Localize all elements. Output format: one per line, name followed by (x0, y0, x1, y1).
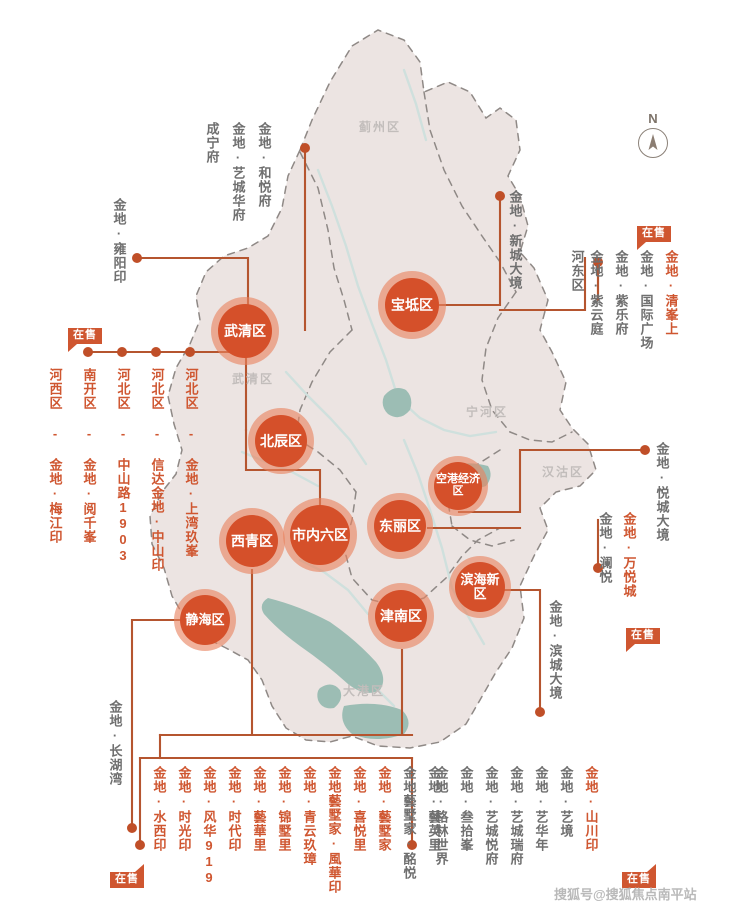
label-gelinshijie[interactable]: 金地·格林世界 (433, 766, 449, 866)
connector-dots (83, 143, 650, 850)
district-bubble-xiqing[interactable]: 西青区 (226, 515, 278, 567)
label-binchengdajing[interactable]: 金地·滨城大境 (547, 600, 563, 700)
label-fenghua919[interactable]: 金地·风华919 (201, 766, 217, 886)
basemap-name-jizhou: 蓟州区 (359, 120, 402, 134)
label-heyuefu[interactable]: 金地·和悦府 (256, 122, 272, 208)
label-hebei-xindajindi[interactable]: 河北区 - 信达金地·中山印 (149, 368, 165, 572)
label-yihuali[interactable]: 金地·藝華里 (251, 766, 267, 852)
district-bubble-jinnan[interactable]: 津南区 (375, 590, 427, 642)
label-hebei-shangwanjiufeng[interactable]: 河北区 - 金地·上湾玖峯 (183, 368, 199, 558)
label-yichengyuefu[interactable]: 金地·艺城悦府 (483, 766, 499, 866)
label-shidaiyin[interactable]: 金地·时代印 (226, 766, 242, 852)
basemap-name-wuqing: 武清区 (232, 372, 275, 386)
label-qingyunjiuzhang[interactable]: 金地·青云玖璋 (301, 766, 317, 866)
basemap-name-ninghe: 宁河区 (466, 405, 509, 419)
label-yishujia-fenghuayin[interactable]: 金地藝墅家·風華印 (326, 766, 342, 894)
label-yichenghuafu[interactable]: 金地·艺城华府 (230, 122, 246, 222)
label-wanyuecheng[interactable]: 金地·万悦城 (621, 512, 637, 598)
label-yihuanian[interactable]: 金地·艺华年 (533, 766, 549, 852)
label-xiyueli[interactable]: 金地·喜悦里 (351, 766, 367, 852)
label-nankai-yueqianfeng[interactable]: 南开区 - 金地·阅千峯 (81, 368, 97, 544)
label-zilefu[interactable]: 金地·紫乐府 (613, 250, 629, 336)
label-shanchuanyin[interactable]: 金地·山川印 (583, 766, 599, 852)
label-jinshuli[interactable]: 金地·锦墅里 (276, 766, 292, 852)
on-sale-tag-wanyue: 在售 (626, 628, 660, 652)
rivers (240, 68, 498, 708)
label-qingfengshang[interactable]: 金地·清峯上 (663, 250, 679, 336)
label-yishujia[interactable]: 金地·藝墅家 (376, 766, 392, 852)
label-hedongqu[interactable]: 河东区 (569, 250, 585, 292)
compass-ring (638, 128, 668, 158)
label-guojiguangchang[interactable]: 金地·国际广场 (638, 250, 654, 350)
district-bubble-jinghai[interactable]: 静海区 (180, 595, 230, 645)
on-sale-tag-left: 在售 (68, 328, 102, 352)
district-bubble-baodi[interactable]: 宝坻区 (385, 278, 439, 332)
label-sanshifeng[interactable]: 金地·叁拾峯 (458, 766, 474, 852)
label-shiguangyin[interactable]: 金地·时光印 (176, 766, 192, 852)
label-yishujia-mingyue[interactable]: 金地藝墅家·酩悦 (401, 766, 417, 880)
on-sale-tag-bottom-left: 在售 (110, 864, 144, 888)
label-yuechengdajing[interactable]: 金地·悦城大境 (654, 442, 670, 542)
connector-lines (86, 146, 647, 847)
label-ziyunting[interactable]: 金地·紫云庭 (588, 250, 604, 336)
district-bubble-wuqing[interactable]: 武清区 (218, 304, 272, 358)
label-shuixiyin[interactable]: 金地·水西印 (151, 766, 167, 852)
district-bubble-konggang[interactable]: 空港经济区 (434, 462, 482, 510)
compass-rose: N (638, 111, 668, 158)
label-changhuwan[interactable]: 金地·长湖湾 (107, 700, 123, 786)
label-yijing[interactable]: 金地·艺境 (558, 766, 574, 838)
label-hexi-meijiangyin[interactable]: 河西区 - 金地·梅江印 (47, 368, 63, 544)
basemap-name-hangu: 汉沽区 (542, 465, 585, 479)
label-xinchengdajing[interactable]: 金地·新城大境 (507, 190, 523, 290)
label-lanyue[interactable]: 金地·澜悦 (597, 512, 613, 584)
on-sale-tag-bottom-right: 在售 (622, 864, 656, 888)
label-chengningfu[interactable]: 成宁府 (204, 122, 220, 164)
district-bubble-binhai[interactable]: 滨海新区 (455, 562, 505, 612)
district-bubble-shineiliuqu[interactable]: 市内六区 (290, 505, 350, 565)
label-hebei-zhongshanlu1903[interactable]: 河北区 - 中山路1903 (115, 368, 131, 564)
district-bubble-beichen[interactable]: 北辰区 (255, 415, 307, 467)
compass-needle-icon (648, 134, 658, 150)
on-sale-tag-hedong: 在售 (637, 226, 671, 250)
label-yongyangyin[interactable]: 金地·雍阳印 (111, 198, 127, 284)
basemap-name-dagang: 大港区 (343, 684, 386, 698)
district-bubble-dongli[interactable]: 东丽区 (374, 500, 426, 552)
label-yichengruifu[interactable]: 金地·艺城瑞府 (508, 766, 524, 866)
label-yiyingli[interactable]: 金地·藝英里 (426, 766, 442, 852)
watermark: 搜狐号@搜狐焦点南平站 (554, 887, 697, 902)
compass-north-label: N (648, 111, 658, 126)
